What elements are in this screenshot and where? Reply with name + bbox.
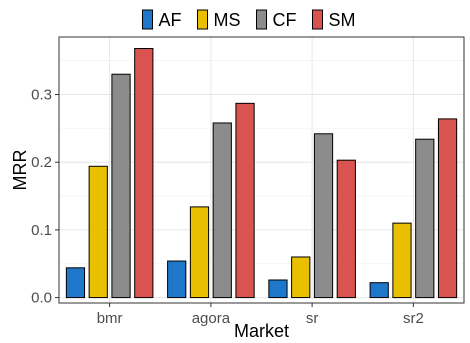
- bar-af-sr: [268, 279, 288, 299]
- x-tick-label: sr: [306, 310, 319, 327]
- y-tick-label: 0.2: [31, 154, 52, 171]
- bar-af-bmr: [65, 267, 86, 299]
- bar-cf-sr2: [415, 138, 435, 299]
- plot-area: [58, 36, 465, 304]
- x-tick-label: agora: [192, 310, 231, 327]
- bar-af-sr2: [369, 282, 389, 299]
- bar-cf-sr: [313, 133, 334, 299]
- bar-ms-sr2: [392, 222, 412, 299]
- legend-label-sm: SM: [329, 10, 356, 30]
- bars: [65, 48, 458, 299]
- bar-cf-bmr: [111, 73, 131, 299]
- bar-af-agora: [167, 260, 187, 299]
- x-axis-title: Market: [234, 321, 289, 341]
- legend-swatch-af: [141, 9, 153, 30]
- x-tick-label: sr2: [403, 310, 424, 327]
- bar-sm-bmr: [134, 48, 154, 299]
- legend: AF MS CF SM: [141, 9, 356, 30]
- bar-sm-sr2: [437, 118, 458, 299]
- legend-swatch-ms: [197, 9, 209, 30]
- bar-ms-bmr: [88, 165, 108, 299]
- x-tick-label: bmr: [97, 310, 123, 327]
- legend-label-af: AF: [158, 10, 181, 30]
- y-tick-label: 0.0: [31, 290, 52, 307]
- bar-ms-agora: [189, 206, 210, 299]
- legend-swatch-sm: [312, 9, 324, 30]
- y-axis-title: MRR: [10, 150, 30, 191]
- y-tick-label: 0.1: [31, 222, 52, 239]
- x-axis: bmr agora sr sr2: [97, 303, 424, 327]
- y-axis: 0.0 0.1 0.2 0.3: [31, 87, 59, 307]
- legend-label-cf: CF: [273, 10, 297, 30]
- bar-ms-sr: [291, 256, 311, 299]
- legend-swatch-cf: [256, 9, 268, 30]
- y-tick-label: 0.3: [31, 87, 52, 104]
- bar-cf-agora: [212, 122, 232, 299]
- plot-border: [58, 36, 465, 304]
- bar-sm-agora: [235, 102, 255, 299]
- bar-sm-sr: [336, 159, 356, 299]
- legend-label-ms: MS: [214, 10, 241, 30]
